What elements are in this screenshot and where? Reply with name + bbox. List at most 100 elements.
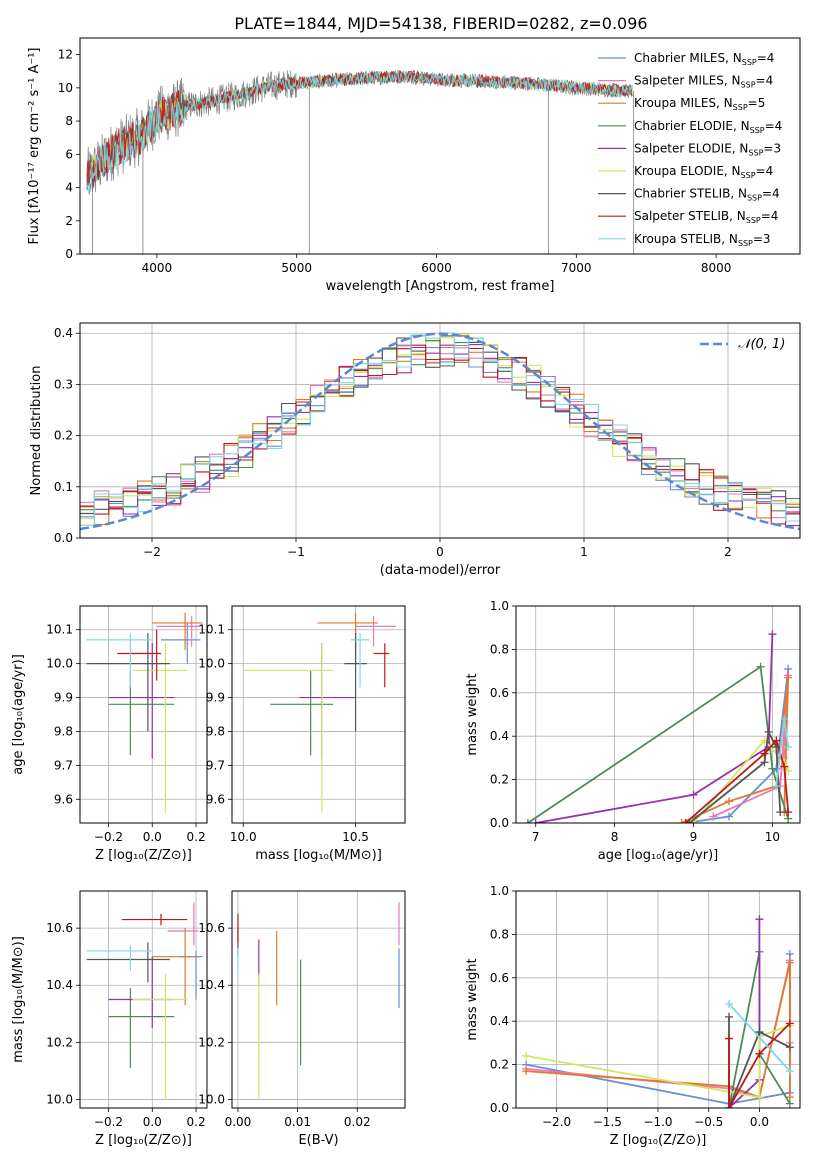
y-tick-label: 9.9 [54,691,73,705]
x-tick-label: 6000 [421,261,452,275]
axes-frame [79,890,208,1109]
point-marker [755,915,764,924]
point-marker [522,1067,531,1076]
y-tick-label: 10.4 [198,978,225,992]
point-marker [760,758,769,767]
point-marker [780,762,789,771]
x-tick-label: −0.2 [94,1115,123,1129]
y-tick-label: 0.6 [490,971,509,985]
x-tick-label: 4000 [142,261,173,275]
axes-frame [231,605,406,824]
x-tick-label: 0.0 [143,830,162,844]
gaussian-curve [80,332,800,531]
legend-entry-label: Kroupa ELODIE, NSSP=4 [634,164,773,180]
y-tick-label: 0.0 [490,1101,509,1115]
x-axis-label: Z [log₁₀(Z/Z⊙)] [95,848,192,863]
y-tick-label: 10.0 [198,657,225,671]
y-tick-label: 10.1 [46,623,73,637]
point-marker [755,1093,764,1102]
y-tick-label: 9.7 [54,758,73,772]
y-tick-label: 0.2 [490,773,509,787]
residuals-panel: −2 −1 0 1 2 0.0 0.1 0.2 0.3 0.4 (data-model)/error… [29,322,801,578]
mass_vs_ebv-panel: 0.00 0.01 0.02 10.0 10.2 10.4 10.6 E(B-V) [198,890,406,1148]
age_vs_mass-plot-area [243,612,397,813]
y-tick-label: 4 [65,181,73,195]
x-tick-label: 8000 [701,261,732,275]
series-kroupa-elodie [525,1024,791,1099]
point-marker [531,819,540,823]
y-axis-label: Flux [fλ10⁻¹⁷ erg cm⁻² s⁻¹ A⁻¹] [27,48,42,245]
point-marker [768,764,777,773]
legend-entry-label: Salpeter ELODIE, NSSP=3 [634,141,781,157]
point-marker [784,743,793,752]
x-tick-label: 0.2 [187,1115,206,1129]
mass_vs_ebv-plot-area [237,902,400,1100]
x-axis-label: wavelength [Angstrom, rest frame] [326,279,555,294]
y-tick-label: 2 [65,214,73,228]
legend-entry-label: Kroupa STELIB, NSSP=3 [634,232,771,248]
y-tick-label: 9.7 [206,758,225,772]
point-marker [677,819,686,823]
x-tick-label: −1.0 [643,1115,672,1129]
weight_vs_Z-plot-area [522,915,794,1108]
y-tick-label: 0.2 [490,1058,509,1072]
legend-entry-label: Salpeter MILES, NSSP=4 [634,74,773,90]
x-axis-label: Z [log₁₀(Z/Z⊙)] [610,1133,707,1148]
point-marker [784,673,793,682]
point-marker [755,1028,764,1037]
legend-entry-label: Chabrier ELODIE, NSSP=4 [634,119,782,135]
age_vs_Z-plot-area [86,612,203,813]
point-marker [725,1034,733,1043]
y-tick-label: 0.6 [490,686,509,700]
point-marker [725,1012,733,1021]
point-marker [755,1049,764,1058]
series-salpeter-stelib [685,738,790,823]
point-marker [785,1067,794,1076]
y-tick-label: 10 [58,81,73,95]
y-tick-label: 9.8 [206,724,225,738]
point-marker [725,812,733,821]
spectrum-panel: 4000 5000 6000 7000 8000 0 2 4 6 8 10 12 wavelength … [27,37,801,294]
y-tick-label: 10.2 [46,1035,73,1049]
y-tick-label: 0 [65,247,73,261]
y-tick-label: 0.0 [490,816,509,830]
residuals-plot-area [80,332,800,531]
x-tick-label: −2 [143,545,161,559]
x-tick-label: 2 [724,545,732,559]
mass_vs_Z-plot-area [86,902,203,1100]
spectrum-plot-area [86,69,635,254]
y-axis-label: mass [log₁₀(M/M⊙)] [11,936,26,1063]
model-kroupa-stelib-line [86,70,633,194]
y-tick-label: 10.1 [198,623,225,637]
point-marker [784,766,793,775]
mass_vs_Z-panel: −0.2 0.0 0.2 10.0 10.2 10.4 10.6 Z [log₁₀(Z/Z⊙)… [11,890,208,1148]
age_vs_mass-panel: 10.0 10.5 9.6 9.7 9.8 9.9 10.0 10.1 mass [log₁₀(… [198,605,406,863]
y-tick-label: 0.0 [54,531,73,545]
axes-frame [79,322,801,539]
x-tick-label: −0.2 [94,830,123,844]
y-tick-label: 9.8 [54,724,73,738]
y-tick-label: 9.6 [206,792,225,806]
point-marker [780,714,789,723]
point-marker [725,1104,733,1108]
y-tick-label: 0.4 [490,729,509,743]
y-axis-label: age [log₁₀(age/yr)] [11,654,26,775]
y-tick-label: 10.2 [198,1035,225,1049]
y-tick-label: 10.0 [46,657,73,671]
x-tick-label: 10 [765,830,780,844]
y-tick-label: 10.6 [46,921,73,935]
point-marker [785,1043,794,1052]
x-tick-label: 7 [532,830,540,844]
y-tick-label: 10.6 [198,921,225,935]
x-tick-label: 0 [436,545,444,559]
axes-frame [515,605,801,824]
legend-entry-label: Kroupa MILES, NSSP=5 [634,96,765,112]
x-tick-label: 1 [580,545,588,559]
y-tick-label: 0.8 [490,927,509,941]
axes-frame [515,890,801,1109]
series-chabrier-elodie [527,665,790,823]
hist-salpeter-stelib [80,344,800,525]
y-tick-label: 9.9 [206,691,225,705]
series-kroupa-stelib [728,1003,791,1072]
